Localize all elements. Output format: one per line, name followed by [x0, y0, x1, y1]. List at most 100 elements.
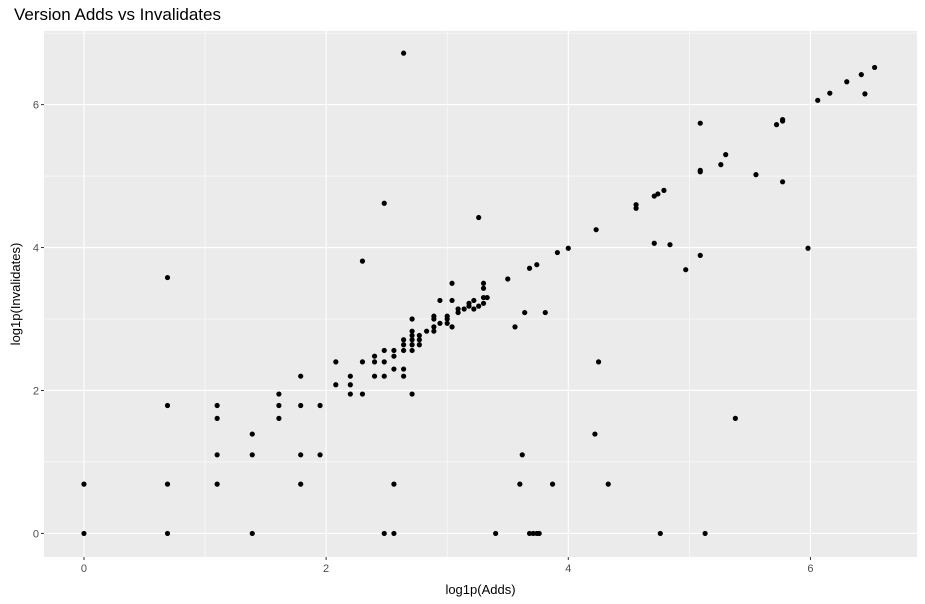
- data-point: [347, 391, 353, 397]
- data-point: [416, 332, 422, 339]
- y-tick-label: 0: [33, 528, 39, 540]
- data-point: [723, 152, 729, 158]
- data-point: [505, 276, 511, 282]
- data-point: [276, 402, 282, 409]
- data-point: [657, 530, 663, 537]
- chart-title: Version Adds vs Invalidates: [14, 5, 221, 24]
- x-tick-label: 0: [81, 563, 87, 575]
- y-axis-ticks: 0 2 4 6: [33, 100, 44, 540]
- data-point: [409, 332, 415, 339]
- data-point: [805, 245, 811, 251]
- data-point: [214, 481, 220, 487]
- data-point: [249, 431, 255, 437]
- data-point: [431, 328, 437, 334]
- data-point: [526, 265, 533, 271]
- data-point: [732, 415, 738, 421]
- data-point: [844, 79, 850, 85]
- data-point: [522, 309, 528, 316]
- data-point: [554, 249, 560, 256]
- data-point: [480, 280, 487, 286]
- data-point: [633, 202, 639, 208]
- data-point: [655, 191, 661, 197]
- data-point: [476, 214, 482, 221]
- data-point: [401, 337, 407, 343]
- data-point: [449, 280, 455, 286]
- data-point: [702, 530, 708, 537]
- data-point: [526, 530, 533, 537]
- y-axis-title: log1p(Invalidates): [8, 243, 23, 346]
- data-point: [298, 452, 304, 458]
- data-point: [401, 366, 407, 372]
- data-point: [164, 481, 171, 487]
- data-point: [401, 347, 407, 354]
- data-point: [493, 530, 499, 537]
- x-tick-label: 2: [323, 563, 329, 575]
- data-point: [381, 359, 387, 365]
- data-point: [333, 382, 339, 388]
- data-point: [381, 373, 387, 379]
- x-tick-label: 4: [565, 563, 571, 575]
- data-point: [381, 200, 387, 206]
- data-point: [683, 267, 689, 273]
- data-point: [536, 530, 542, 537]
- data-point: [391, 530, 397, 537]
- data-point: [359, 359, 366, 365]
- data-point: [317, 402, 323, 409]
- data-point: [381, 530, 387, 537]
- data-point: [872, 64, 878, 71]
- data-point: [633, 205, 639, 211]
- major-gridlines: [44, 31, 917, 557]
- data-point: [409, 347, 415, 354]
- x-tick-label: 6: [807, 563, 813, 575]
- data-point: [298, 481, 304, 487]
- data-point: [401, 342, 407, 348]
- data-point: [455, 306, 461, 312]
- x-axis-title: log1p(Adds): [445, 582, 515, 597]
- data-point: [359, 258, 366, 264]
- data-point: [409, 337, 415, 343]
- y-tick-label: 6: [33, 100, 39, 112]
- data-point: [542, 309, 548, 316]
- data-point: [476, 303, 482, 309]
- data-point: [391, 366, 397, 372]
- data-point: [534, 262, 540, 268]
- data-point: [461, 306, 467, 312]
- data-point: [519, 452, 525, 458]
- data-point: [549, 481, 556, 487]
- data-point: [815, 97, 821, 103]
- data-point: [444, 313, 450, 319]
- data-point: [298, 402, 304, 409]
- data-point: [424, 328, 430, 334]
- plot-panel: [44, 31, 917, 557]
- data-point: [371, 359, 378, 365]
- data-point: [718, 162, 724, 168]
- data-point: [164, 530, 171, 537]
- data-point: [592, 431, 598, 437]
- data-point: [409, 328, 415, 334]
- data-point: [455, 309, 461, 316]
- data-point: [661, 187, 667, 193]
- data-point: [565, 245, 571, 251]
- data-point: [480, 285, 487, 291]
- data-point: [391, 353, 397, 359]
- data-point: [858, 71, 864, 78]
- data-point: [484, 294, 490, 301]
- data-point: [605, 481, 611, 487]
- data-point: [530, 530, 536, 537]
- data-point: [401, 50, 407, 56]
- data-point: [298, 373, 304, 379]
- data-point: [214, 452, 220, 458]
- data-point: [276, 415, 282, 421]
- data-point: [773, 122, 780, 128]
- data-points: [81, 50, 878, 537]
- data-point: [444, 320, 450, 326]
- data-point: [651, 240, 657, 246]
- data-point: [249, 452, 255, 458]
- data-point: [371, 373, 378, 379]
- data-point: [512, 324, 518, 330]
- data-point: [466, 300, 472, 306]
- data-point: [753, 172, 759, 178]
- data-point: [697, 120, 703, 126]
- data-point: [517, 481, 523, 487]
